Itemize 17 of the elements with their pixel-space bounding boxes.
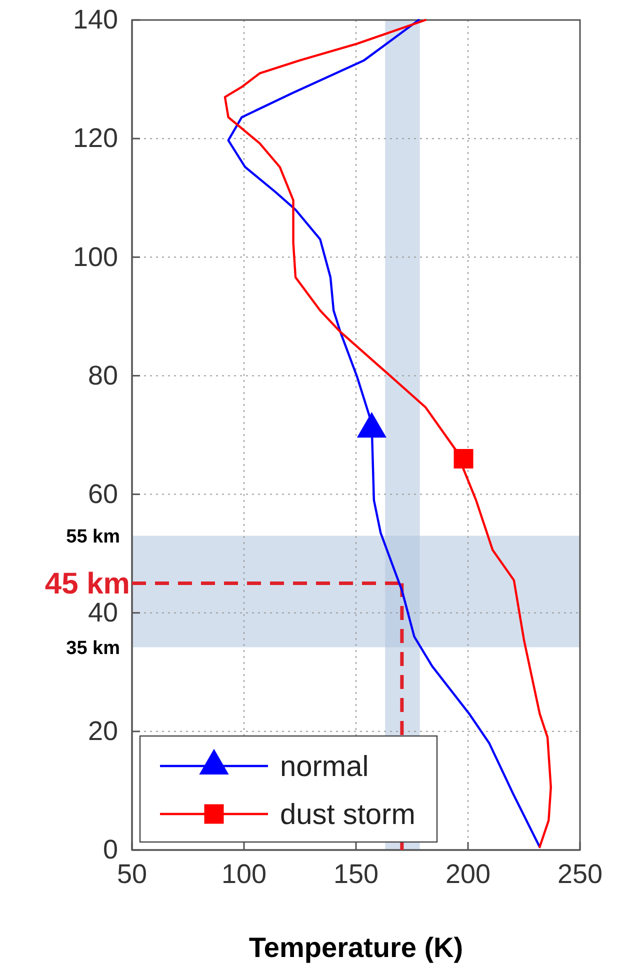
legend-label: dust storm [280,799,416,832]
y-tick-label: 60 [88,478,118,509]
x-tick-label: 150 [333,859,379,890]
text: 55 km [66,526,120,548]
y-tick-label: 100 [72,242,118,272]
text: 35 km [66,638,120,659]
x-tick-label: 200 [445,859,491,890]
x-axis-title: Temperature (K) [248,932,464,963]
y-tick-label: 20 [88,716,118,746]
y-tick-label: 120 [72,123,118,154]
y-tick-label: 0 [102,834,118,865]
x-tick-label: 50 [116,859,148,890]
y-tick-label: 140 [72,4,118,35]
x-tick-label: 100 [221,859,267,890]
y-tick-label: 80 [88,360,118,390]
legend-label: normal [280,751,369,784]
x-tick-label: 250 [557,859,603,890]
